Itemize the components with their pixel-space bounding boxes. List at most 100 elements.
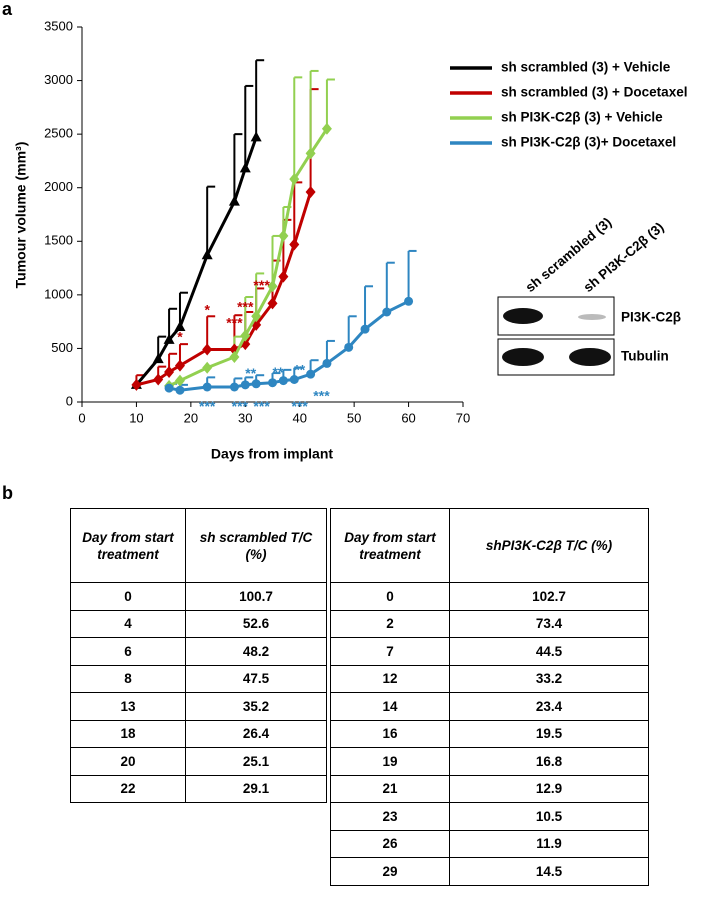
table-cell: 8	[70, 664, 186, 693]
band	[503, 308, 543, 324]
table-row: 20 25.1	[70, 747, 327, 776]
series-line	[168, 127, 329, 388]
table-row: 16 19.5	[330, 719, 649, 748]
table-cell: 7	[330, 637, 450, 666]
error-bar	[233, 133, 243, 202]
header-row: Day from start treatment shPI3K-C2β T/C (…	[330, 508, 649, 583]
point	[131, 378, 142, 391]
table-row: 7 44.5	[330, 637, 649, 666]
annotation: ***	[253, 398, 270, 414]
point	[153, 373, 164, 386]
x-tick-label: 60	[401, 410, 415, 425]
point	[278, 229, 289, 242]
y-tick-label: 1000	[44, 286, 73, 301]
annotation: ***	[226, 314, 243, 330]
x-tick-label: 0	[78, 410, 85, 425]
table-row: 14 23.4	[330, 692, 649, 721]
table-cell: 2	[330, 609, 450, 638]
point	[202, 382, 212, 392]
table-row: 2 73.4	[330, 609, 649, 638]
point	[163, 333, 175, 344]
table-row: 26 11.9	[330, 829, 649, 858]
table-cell: 13	[70, 692, 186, 721]
table-row: 12 33.2	[330, 664, 649, 693]
point	[251, 379, 261, 389]
point	[289, 238, 300, 251]
point	[344, 342, 354, 352]
point	[202, 361, 213, 374]
point	[174, 374, 185, 387]
table-row: 4 52.6	[70, 609, 327, 638]
table-cell: 47.5	[185, 664, 327, 693]
table-cell: 23.4	[449, 692, 649, 721]
series-line	[135, 136, 258, 386]
table-cell: 16	[330, 719, 450, 748]
table-row: 13 35.2	[70, 692, 327, 721]
error-bar	[255, 272, 265, 317]
annotation: ***	[199, 398, 216, 414]
error-bar	[309, 69, 319, 154]
point	[289, 173, 300, 186]
error-bar	[407, 249, 417, 302]
table-cell: 0	[70, 582, 186, 611]
point	[240, 329, 251, 342]
table-cell: 25.1	[185, 747, 327, 776]
table-row: 22 29.1	[70, 774, 327, 803]
table-row: 6 48.2	[70, 637, 327, 666]
point	[175, 385, 185, 395]
table-cell: 16.8	[449, 747, 649, 776]
data-table: Day from start treatment sh scrambled T/C…	[70, 508, 327, 803]
panel-label: a	[2, 0, 13, 19]
error-bar	[244, 296, 254, 336]
error-bar	[385, 261, 395, 312]
error-bar	[244, 84, 254, 169]
annotation: **	[245, 365, 256, 381]
y-tick-label: 2000	[44, 179, 73, 194]
point	[250, 131, 262, 142]
point	[305, 147, 316, 160]
error-bar	[255, 59, 265, 138]
point	[164, 366, 175, 378]
panel-label: b	[2, 483, 13, 503]
table-cell: 12	[330, 664, 450, 693]
table-row: 8 47.5	[70, 664, 327, 693]
table-cell: 100.7	[185, 582, 327, 611]
y-tick-label: 0	[66, 393, 73, 408]
table-cell: 10.5	[449, 802, 649, 831]
table-cell: 26.4	[185, 719, 327, 748]
header-cell: shPI3K-C2β T/C (%)	[449, 508, 649, 583]
header-cell: sh scrambled T/C (%)	[185, 508, 327, 583]
western-blot: sh scrambled (3) sh PI3K-C2β (3) PI3K-C2…	[497, 215, 681, 376]
annotation: ***	[237, 298, 254, 314]
table-cell: 48.2	[185, 637, 327, 666]
annotation: ***	[292, 398, 309, 414]
y-tick-label: 500	[51, 340, 73, 355]
table-cell: 73.4	[449, 609, 649, 638]
annotation: *	[177, 328, 183, 344]
annotation: *	[204, 302, 210, 318]
legend-label: sh scrambled (3) + Vehicle	[501, 60, 671, 75]
x-tick-label: 20	[184, 410, 198, 425]
table-cell: 20	[70, 747, 186, 776]
annotation: ***	[313, 387, 330, 403]
point	[201, 249, 213, 260]
point	[278, 376, 288, 386]
x-tick-label: 30	[238, 410, 252, 425]
error-bar	[325, 78, 335, 129]
table-cell: 23	[330, 802, 450, 831]
table-cell: 26	[330, 829, 450, 858]
point	[382, 307, 392, 317]
annotation: **	[272, 364, 283, 380]
point	[229, 351, 240, 363]
x-tick-label: 10	[129, 410, 143, 425]
table-cell: 11.9	[449, 829, 649, 858]
annotation: ***	[253, 277, 270, 293]
point	[278, 270, 289, 283]
point	[267, 280, 278, 293]
table-row: 19 16.8	[330, 747, 649, 776]
table-cell: 44.5	[449, 637, 649, 666]
annotation: **	[294, 362, 305, 378]
table-cell: 12.9	[449, 774, 649, 803]
